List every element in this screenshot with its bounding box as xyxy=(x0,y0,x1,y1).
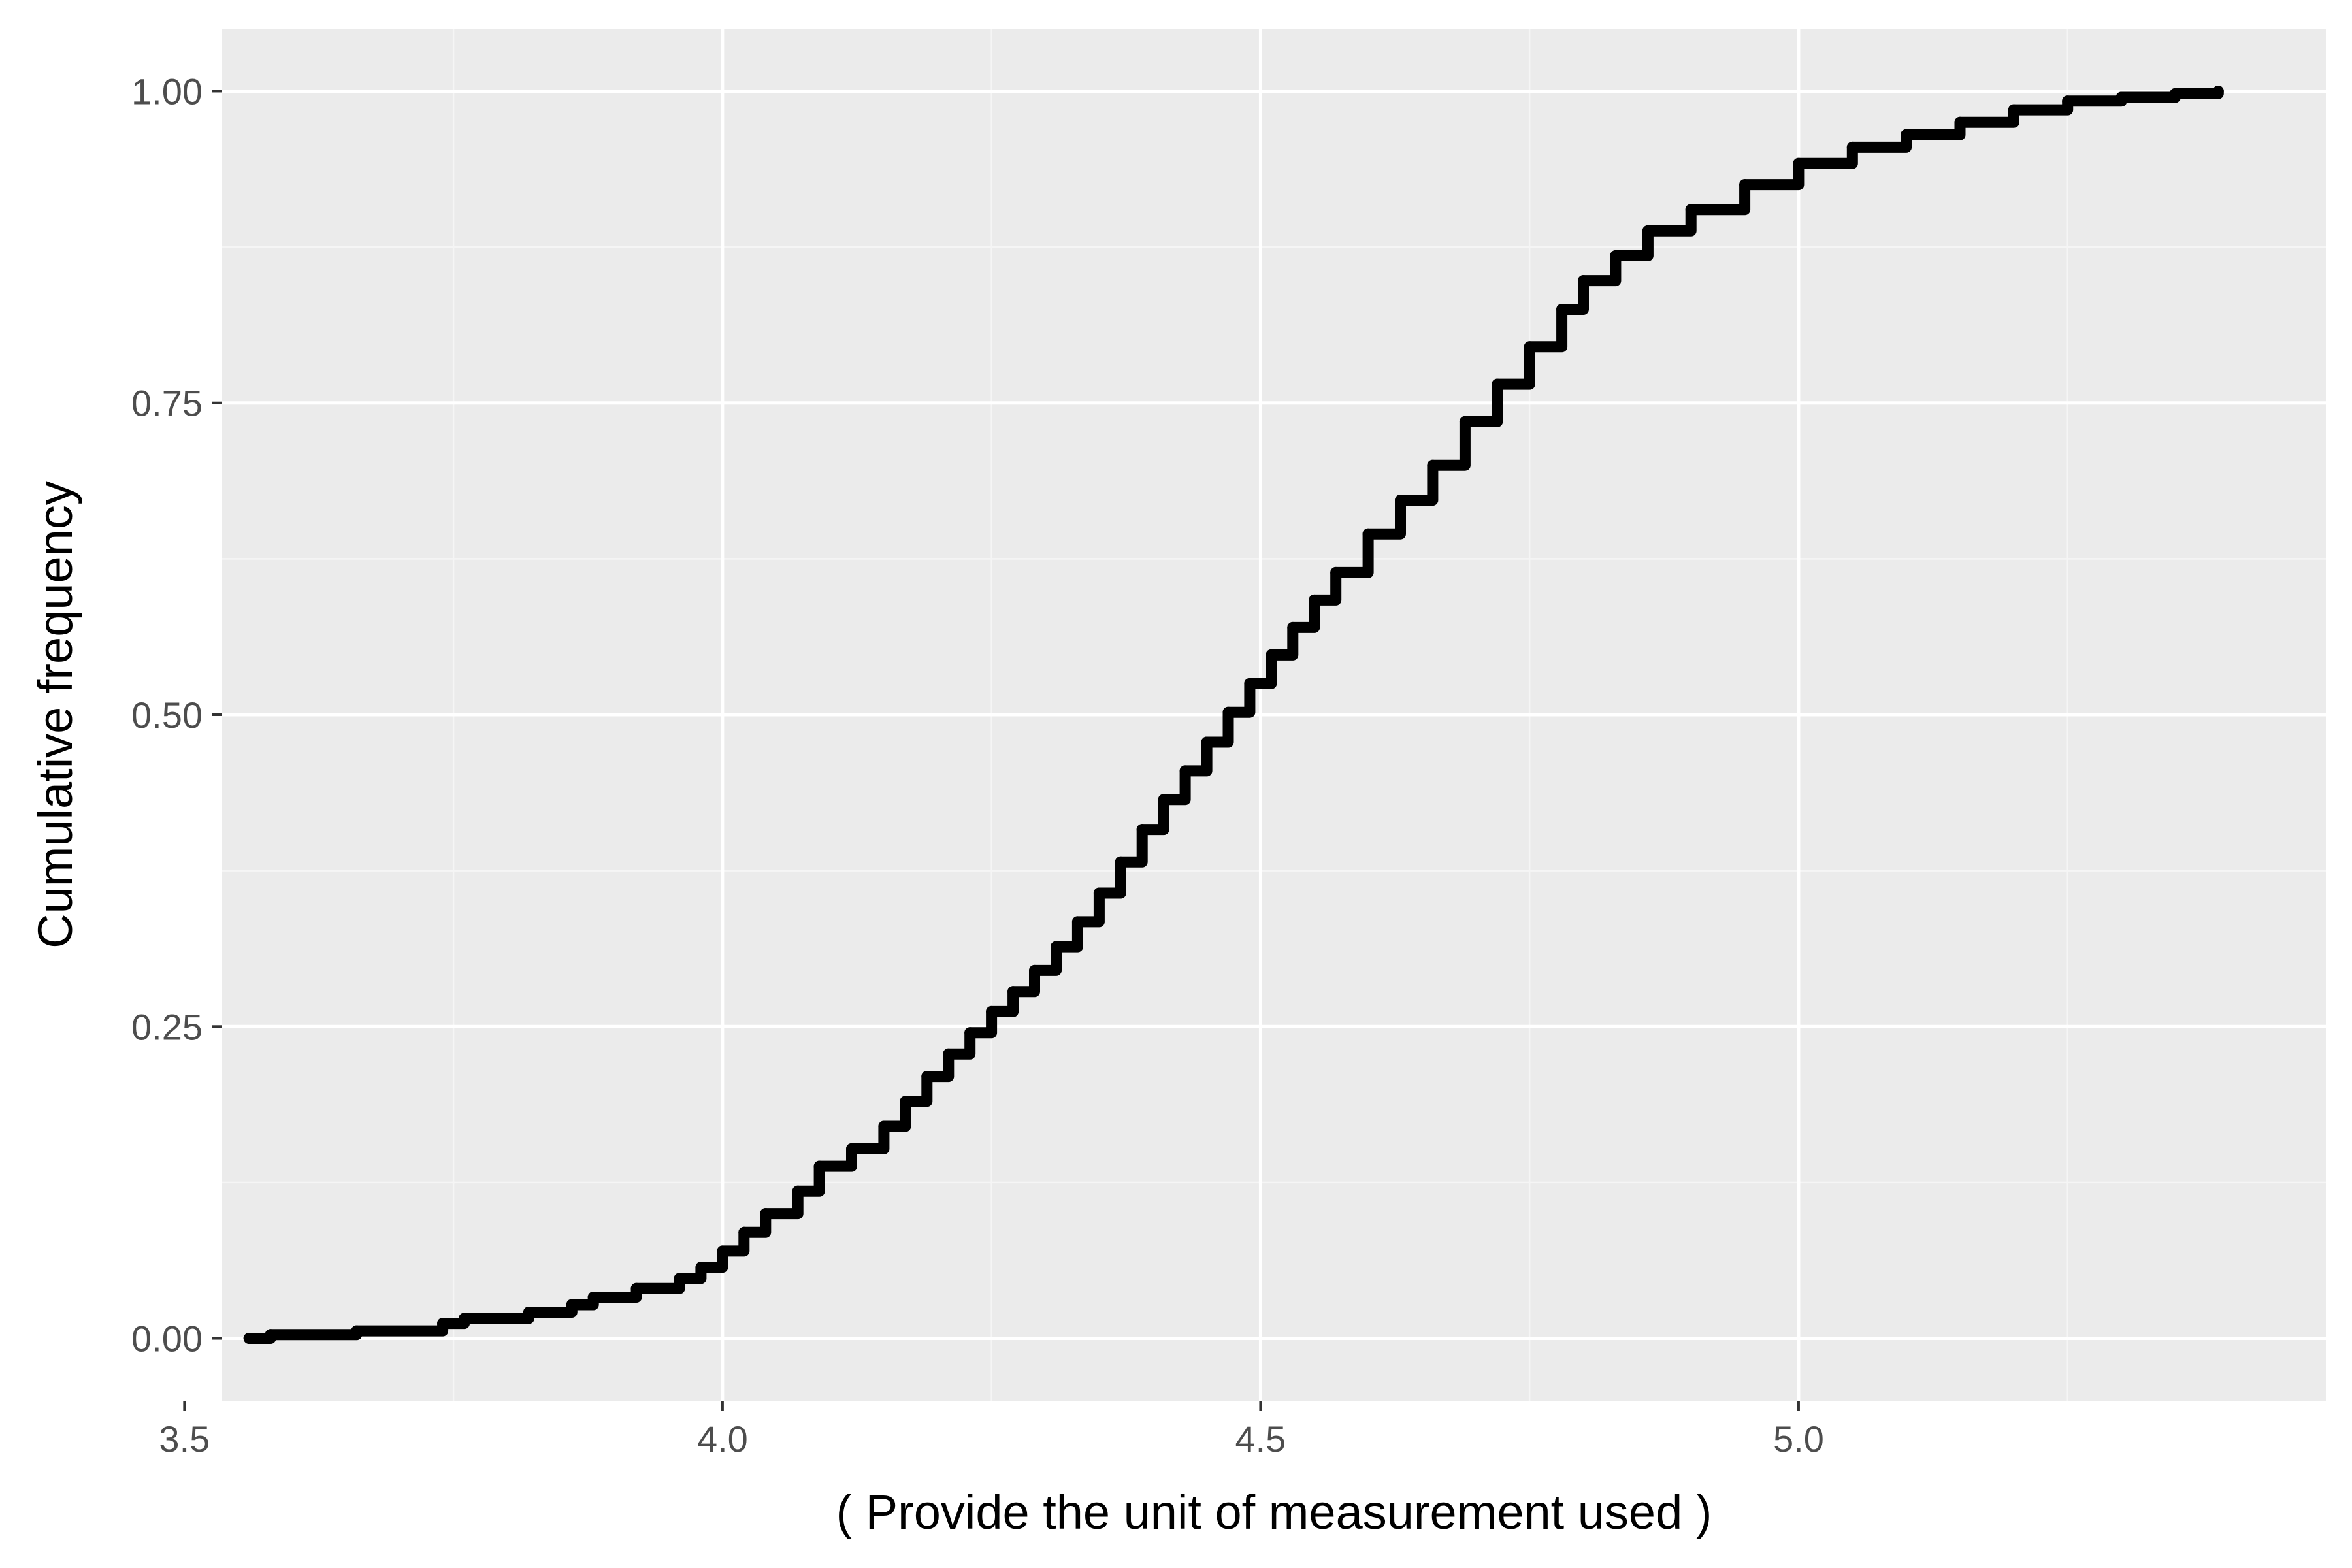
ecdf-point xyxy=(351,1325,363,1337)
ecdf-point xyxy=(1901,129,1912,140)
ecdf-point xyxy=(921,1071,933,1083)
ecdf-point xyxy=(986,1005,998,1017)
ecdf-point xyxy=(437,1318,449,1330)
x-tick-label: 4.0 xyxy=(697,1418,748,1460)
ecdf-point xyxy=(243,1333,255,1344)
ecdf-point xyxy=(1115,856,1126,868)
ecdf-point xyxy=(2169,88,2181,99)
y-tick-label: 0.50 xyxy=(131,694,203,736)
ecdf-point xyxy=(846,1143,857,1154)
ecdf-point xyxy=(717,1245,728,1257)
ecdf-point xyxy=(630,1282,642,1294)
ecdf-point xyxy=(1222,706,1234,718)
series-layer xyxy=(243,86,2224,1344)
ecdf-point xyxy=(1846,141,1858,153)
ecdf-point xyxy=(1685,204,1697,216)
ecdf-point xyxy=(459,1313,470,1324)
ecdf-point xyxy=(265,1329,276,1341)
y-tick-label: 0.25 xyxy=(131,1006,203,1047)
y-tick-label: 0.75 xyxy=(131,383,203,424)
ecdf-point xyxy=(738,1226,750,1238)
ecdf-point xyxy=(964,1027,976,1039)
ecdf-point xyxy=(1007,986,1019,998)
ecdf-point xyxy=(2008,104,2019,116)
ecdf-point xyxy=(1071,916,1083,928)
ecdf-point xyxy=(2062,95,2074,107)
ecdf-point xyxy=(1179,765,1191,777)
ecdf-point xyxy=(1362,528,1374,540)
ecdf-point xyxy=(943,1048,955,1060)
ecdf-point xyxy=(2212,86,2224,97)
x-tick-label: 5.0 xyxy=(1773,1418,1824,1460)
ecdf-point xyxy=(523,1307,534,1318)
y-axis-title: Cumulative frequency xyxy=(28,481,82,949)
grid-major xyxy=(182,29,2326,1401)
ecdf-point xyxy=(1201,736,1213,748)
ecdf-point xyxy=(566,1299,578,1311)
ecdf-point xyxy=(1029,964,1040,976)
ecdf-point xyxy=(1793,157,1805,169)
ecdf-point xyxy=(1459,416,1471,427)
ecdf-point xyxy=(1395,495,1406,506)
ecdf-point xyxy=(1266,649,1277,661)
ecdf-point xyxy=(1578,275,1589,287)
ecdf-point xyxy=(900,1096,911,1107)
ecdf-point xyxy=(2115,91,2127,103)
ecdf-point xyxy=(1642,225,1654,237)
x-axis: 3.5 4.0 4.5 5.0 xyxy=(159,1401,1824,1460)
ecdf-point xyxy=(1610,250,1622,261)
ecdf-point xyxy=(1136,824,1148,836)
ecdf-point xyxy=(1158,794,1169,806)
x-tick-label: 4.5 xyxy=(1235,1418,1286,1460)
ecdf-point xyxy=(792,1185,804,1197)
ecdf-point xyxy=(1051,941,1062,953)
ecdf-point xyxy=(1739,179,1751,191)
y-axis: 0.00 0.25 0.50 0.75 1.00 xyxy=(131,71,222,1360)
ecdf-point xyxy=(1309,594,1320,606)
ecdf-point xyxy=(587,1292,599,1303)
ecdf-point xyxy=(878,1120,890,1132)
ecdf-point xyxy=(1330,566,1342,578)
ecdf-point xyxy=(1244,678,1256,689)
x-tick-label: 3.5 xyxy=(159,1418,210,1460)
ecdf-point xyxy=(813,1160,825,1172)
ecdf-point xyxy=(760,1208,772,1220)
ecdf-point xyxy=(1093,887,1105,899)
ecdf-point xyxy=(1524,341,1535,353)
y-tick-label: 1.00 xyxy=(131,71,203,112)
ecdf-point xyxy=(674,1273,685,1284)
ecdf-point xyxy=(695,1262,707,1273)
ecdf-point xyxy=(1427,459,1439,471)
ecdf-point xyxy=(1954,116,1966,128)
x-axis-title: ( Provide the unit of measurement used ) xyxy=(836,1485,1712,1539)
ecdf-point xyxy=(1492,378,1503,390)
ecdf-point xyxy=(1287,621,1299,633)
y-tick-label: 0.00 xyxy=(131,1318,203,1360)
ecdf-point xyxy=(1556,304,1568,315)
